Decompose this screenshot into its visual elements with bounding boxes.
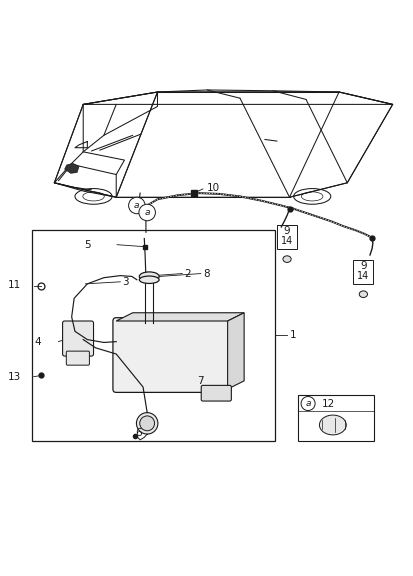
Polygon shape [227,313,244,389]
Text: 2: 2 [184,268,190,279]
Bar [353,260,373,284]
Polygon shape [116,313,244,321]
Text: 14: 14 [280,236,292,247]
FancyBboxPatch shape [201,385,231,401]
Text: 13: 13 [8,372,21,382]
FancyBboxPatch shape [66,351,89,365]
Circle shape [128,197,145,214]
Ellipse shape [136,412,157,434]
Text: 7: 7 [196,376,203,386]
Text: 12: 12 [321,399,335,408]
Text: a: a [305,399,310,408]
Text: 8: 8 [202,268,209,279]
Text: a: a [144,208,150,217]
Ellipse shape [358,291,367,297]
Text: 5: 5 [84,240,90,249]
Text: 11: 11 [8,280,21,290]
FancyBboxPatch shape [62,321,93,356]
Bar [297,395,373,441]
Text: a: a [134,201,139,210]
Text: 6: 6 [135,428,142,438]
Bar [276,225,296,249]
Text: 10: 10 [206,183,220,193]
Bar [31,230,274,441]
Text: 9: 9 [283,226,290,236]
Text: 14: 14 [356,271,369,282]
Ellipse shape [319,415,345,435]
Ellipse shape [139,276,159,283]
Text: 1: 1 [289,331,295,340]
Circle shape [139,204,155,221]
FancyBboxPatch shape [113,318,230,392]
Text: 3: 3 [122,277,129,287]
Text: 4: 4 [34,338,41,347]
Text: 9: 9 [359,261,366,271]
Polygon shape [64,164,79,173]
Ellipse shape [282,256,290,263]
Ellipse shape [139,272,159,281]
Ellipse shape [140,416,154,431]
